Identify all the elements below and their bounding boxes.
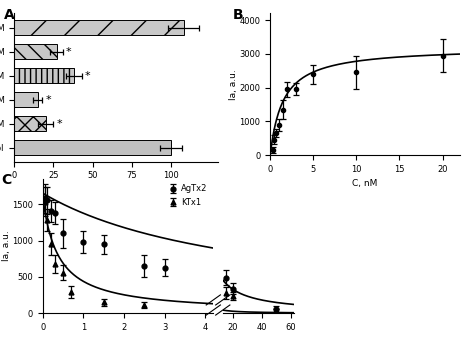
Text: *: * xyxy=(56,119,62,129)
Bar xyxy=(14,68,74,83)
Y-axis label: Ia, a.u.: Ia, a.u. xyxy=(1,231,10,262)
Bar xyxy=(14,116,46,131)
Text: *: * xyxy=(46,95,51,104)
Text: *: * xyxy=(85,71,91,81)
Bar xyxy=(14,44,56,59)
X-axis label: C, nM: C, nM xyxy=(352,179,378,188)
Legend: AgTx2, KTx1: AgTx2, KTx1 xyxy=(166,183,209,208)
Text: B: B xyxy=(232,8,243,22)
Y-axis label: Ia, a.u.: Ia, a.u. xyxy=(229,69,238,100)
Text: *: * xyxy=(66,47,72,57)
X-axis label: Ia, rel.un.: Ia, rel.un. xyxy=(95,186,137,195)
Text: A: A xyxy=(4,7,15,22)
Bar xyxy=(14,140,171,155)
Bar xyxy=(14,92,38,107)
Bar xyxy=(14,20,183,35)
Text: C: C xyxy=(2,173,12,187)
